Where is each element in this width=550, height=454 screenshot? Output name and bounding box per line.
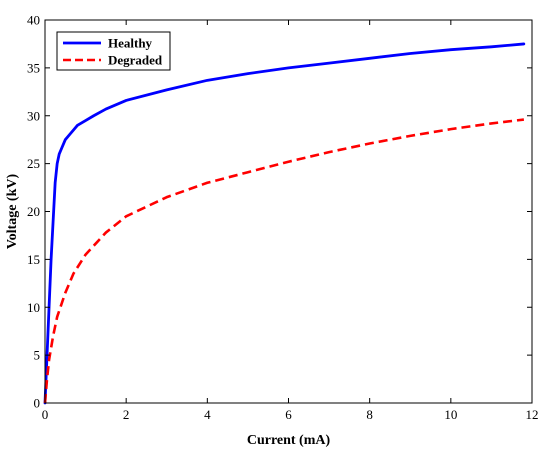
- legend-box: [56, 31, 171, 71]
- legend-label-healthy: Healthy: [108, 36, 153, 51]
- y-tick-label: 15: [27, 252, 40, 267]
- x-tick-label: 6: [285, 407, 292, 422]
- x-tick-label: 8: [366, 407, 373, 422]
- plot-background: [45, 20, 532, 403]
- x-axis-label: Current (mA): [247, 433, 331, 448]
- x-tick-label: 12: [526, 407, 539, 422]
- y-axis-label: Voltage (kV): [5, 174, 20, 250]
- y-tick-label: 25: [27, 156, 40, 171]
- y-tick-label: 20: [27, 204, 40, 219]
- x-tick-label: 10: [444, 407, 457, 422]
- y-tick-label: 5: [34, 348, 41, 363]
- x-tick-label: 0: [42, 407, 49, 422]
- y-tick-label: 35: [27, 60, 40, 75]
- series-line-degraded: [43, 118, 525, 404]
- y-tick-label: 10: [27, 300, 40, 315]
- legend: Healthy Degraded: [56, 31, 171, 71]
- y-tick-label: 40: [27, 13, 40, 28]
- series-line-healthy: [43, 42, 526, 405]
- y-tick-label: 0: [34, 396, 41, 411]
- axes-layer: 0 2 4 6 8 10 12 0 5 10 15 20 25 30 35 40: [27, 13, 539, 423]
- x-tick-label: 2: [123, 407, 130, 422]
- series-layer: [43, 42, 526, 405]
- plot-area: [45, 20, 532, 403]
- x-tick-label: 4: [204, 407, 211, 422]
- legend-label-degraded: Degraded: [108, 53, 163, 68]
- y-tick-label: 30: [27, 108, 40, 123]
